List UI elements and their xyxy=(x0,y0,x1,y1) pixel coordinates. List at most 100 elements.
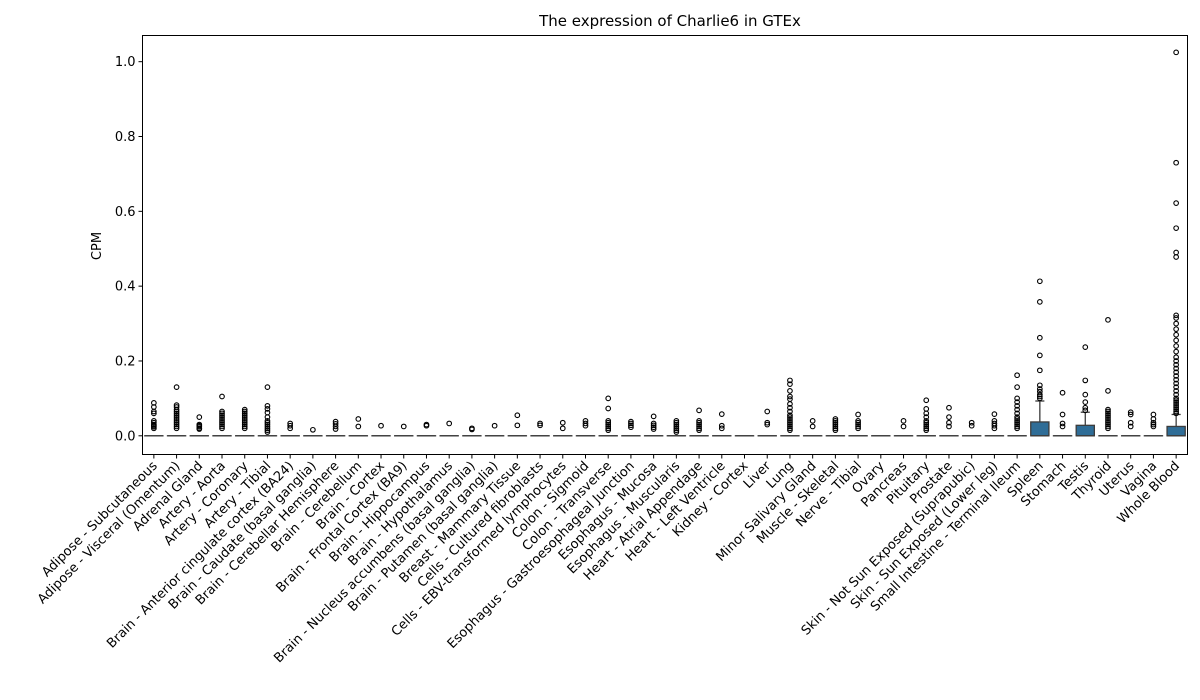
outlier-point xyxy=(696,417,702,424)
outlier-point xyxy=(1105,388,1111,394)
outlier-point xyxy=(1150,419,1157,426)
outlier-point xyxy=(1105,416,1111,422)
box-group xyxy=(1120,409,1141,437)
box-group xyxy=(984,411,1005,437)
outlier-point xyxy=(673,421,680,428)
outlier-point xyxy=(1150,411,1157,418)
box-group xyxy=(484,422,505,437)
box-group xyxy=(1075,344,1096,437)
box-group xyxy=(916,397,936,437)
outlier-point xyxy=(1173,365,1179,372)
box-group xyxy=(166,384,187,437)
outlier-point xyxy=(718,411,725,417)
outlier-point xyxy=(1173,49,1179,56)
outlier-point xyxy=(241,414,248,420)
outlier-point xyxy=(264,414,271,420)
outlier-point xyxy=(332,426,339,432)
outlier-point xyxy=(923,423,930,430)
box-group xyxy=(598,395,618,437)
outlier-point xyxy=(241,417,248,424)
outlier-point xyxy=(673,423,680,430)
outlier-point xyxy=(1082,391,1089,398)
box-group xyxy=(507,412,528,437)
outlier-point xyxy=(219,416,225,422)
outlier-point xyxy=(832,423,839,430)
outlier-point xyxy=(1105,425,1111,432)
outlier-point xyxy=(264,421,271,428)
outlier-point xyxy=(855,425,861,432)
outlier-point xyxy=(241,423,248,430)
outlier-point xyxy=(832,427,839,434)
box-group xyxy=(416,421,437,437)
outlier-point xyxy=(173,425,180,432)
outlier-point xyxy=(1036,386,1043,392)
box-group xyxy=(1098,316,1118,437)
box-group xyxy=(712,411,732,437)
outlier-point xyxy=(605,427,612,434)
outlier-point xyxy=(1173,326,1179,333)
box-group xyxy=(575,417,596,437)
outlier-point xyxy=(946,414,952,420)
outlier-point xyxy=(855,417,861,424)
box-group xyxy=(144,400,164,437)
outlier-point xyxy=(1173,348,1179,355)
outlier-point xyxy=(1173,315,1179,321)
outlier-point xyxy=(673,425,680,432)
outlier-point xyxy=(605,425,612,432)
outlier-point xyxy=(1173,397,1179,404)
y-tick-label: 0.4 xyxy=(115,280,136,295)
outlier-point xyxy=(491,422,498,429)
box-group xyxy=(1052,389,1073,437)
outlier-point xyxy=(537,422,543,429)
outlier-point xyxy=(1105,417,1111,424)
outlier-point xyxy=(173,406,180,413)
outlier-point xyxy=(219,393,225,400)
outlier-point xyxy=(264,427,271,434)
outlier-point xyxy=(219,408,225,415)
outlier-point xyxy=(832,425,839,432)
outlier-point xyxy=(1105,423,1111,430)
outlier-point xyxy=(1036,367,1043,374)
outlier-point xyxy=(787,408,793,415)
outlier-point xyxy=(832,417,839,424)
outlier-point xyxy=(219,419,225,426)
outlier-point xyxy=(582,420,589,427)
outlier-point xyxy=(173,421,180,428)
outlier-point xyxy=(264,406,271,412)
outlier-point xyxy=(1173,399,1179,405)
outlier-point xyxy=(1105,412,1111,419)
outlier-point xyxy=(1014,416,1020,422)
box-group xyxy=(371,422,391,437)
outlier-point xyxy=(173,419,180,426)
outlier-point xyxy=(264,419,271,426)
outlier-point xyxy=(787,412,793,419)
y-axis-label: CPM xyxy=(90,232,105,260)
outlier-point xyxy=(787,414,793,420)
outlier-point xyxy=(514,412,521,419)
outlier-point xyxy=(787,419,793,426)
outlier-point xyxy=(332,423,339,430)
outlier-point xyxy=(173,416,180,422)
outlier-point xyxy=(241,425,248,432)
box-group xyxy=(1030,278,1050,437)
outlier-point xyxy=(673,427,680,434)
box-group xyxy=(462,425,482,437)
outlier-point xyxy=(1127,419,1134,426)
outlier-point xyxy=(1173,312,1179,319)
box-group xyxy=(666,417,687,437)
outlier-point xyxy=(173,414,180,420)
outlier-point xyxy=(673,419,680,426)
outlier-point xyxy=(605,423,612,430)
outlier-point xyxy=(378,422,384,429)
box-group xyxy=(848,411,868,437)
outlier-point xyxy=(1173,331,1179,338)
outlier-point xyxy=(1014,423,1020,430)
outlier-point xyxy=(219,417,225,424)
outlier-point xyxy=(946,423,952,430)
plot-area xyxy=(144,49,1186,437)
outlier-point xyxy=(628,420,634,427)
outlier-point xyxy=(537,420,543,427)
box-group xyxy=(303,426,323,437)
outlier-point xyxy=(1173,343,1179,349)
box-group xyxy=(1143,411,1164,437)
